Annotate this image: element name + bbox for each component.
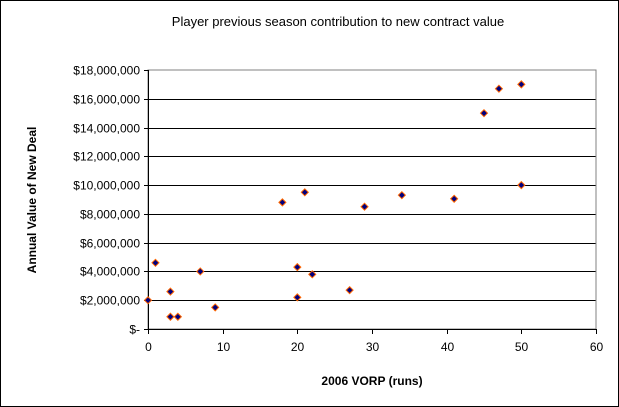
y-axis-label: Annual Value of New Deal [25,127,39,274]
y-tick-label: $2,000,000 [80,294,140,308]
y-tick-label: $6,000,000 [80,237,140,251]
data-point [479,108,489,118]
y-tick-label: $8,000,000 [80,208,140,222]
data-point [293,293,302,302]
y-tick-label: $16,000,000 [73,93,140,107]
data-point [345,285,354,295]
y-tick-label: $10,000,000 [73,179,140,193]
data-point [210,303,220,312]
data-point [308,270,317,279]
x-axis-label: 2006 VORP (runs) [321,374,422,388]
chart-title: Player previous season contribution to n… [172,14,504,29]
x-tick-label: 0 [145,340,152,354]
data-point [449,194,459,203]
data-point [293,262,302,272]
data-point [517,80,526,89]
data-point [360,202,369,211]
data-point [300,188,310,197]
y-tick-label: $14,000,000 [73,122,140,136]
x-tick-label: 10 [217,340,231,354]
x-tick-label: 50 [515,340,529,354]
data-point [166,312,175,321]
x-tick-label: 30 [366,340,380,354]
y-tick-label: $12,000,000 [73,150,140,164]
data-point [397,190,407,200]
y-tick-label: $- [129,323,140,337]
y-tick-label: $18,000,000 [73,64,140,78]
data-point [278,198,287,207]
data-point [517,180,526,190]
x-tick-label: 60 [590,340,604,354]
data-point [196,267,205,276]
data-point [494,84,504,93]
data-point [166,287,175,296]
y-tick-label: $4,000,000 [80,265,140,279]
data-point [143,296,153,305]
data-point [151,258,160,268]
x-tick-label: 40 [441,340,455,354]
x-tick-label: 20 [291,340,305,354]
data-point [173,312,183,321]
